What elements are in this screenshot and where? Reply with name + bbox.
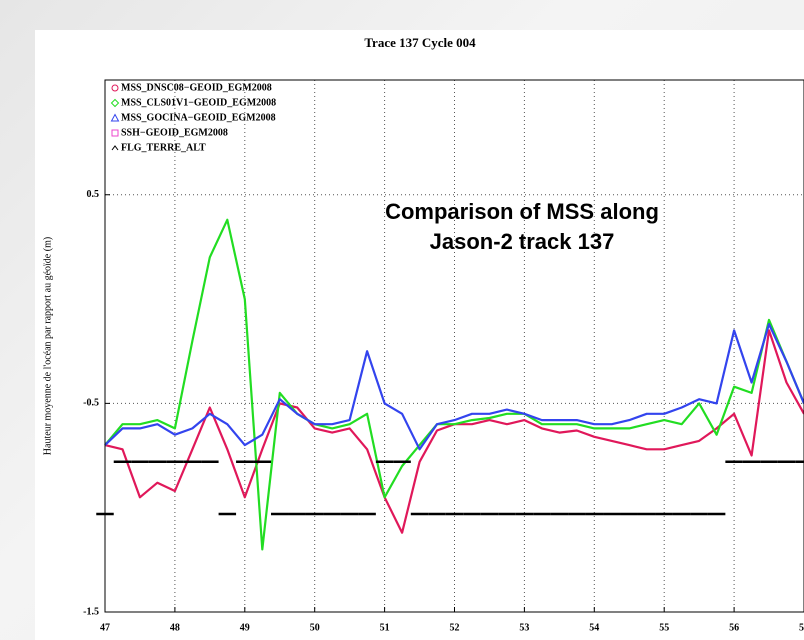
- chart-title: Trace 137 Cycle 004: [364, 35, 476, 50]
- annotation: Jason-2 track 137: [430, 229, 615, 254]
- x-tick-label: 53: [519, 622, 529, 633]
- x-tick-label: 56: [729, 622, 739, 633]
- legend-label: MSS_GOCINA−GEOID_EGM2008: [121, 112, 276, 123]
- y-tick-label: -0.5: [83, 398, 99, 409]
- annotation: Comparison of MSS along: [385, 199, 659, 224]
- x-tick-label: 49: [240, 622, 250, 633]
- x-tick-label: 57: [799, 622, 804, 633]
- x-tick-label: 54: [589, 622, 599, 633]
- x-tick-label: 55: [659, 622, 669, 633]
- legend-marker: [111, 84, 119, 92]
- x-tick-label: 47: [100, 622, 110, 633]
- legend-marker: [111, 145, 119, 151]
- figure-background: [35, 30, 804, 640]
- series-line: [104, 218, 804, 551]
- legend-label: MSS_DNSC08−GEOID_EGM2008: [121, 82, 272, 93]
- x-tick-label: 52: [450, 622, 460, 633]
- legend-label: MSS_CLS01V1−GEOID_EGM2008: [121, 97, 276, 108]
- x-tick-label: 51: [380, 622, 390, 633]
- legend-label: FLG_TERRE_ALT: [121, 142, 206, 153]
- legend-label: SSH−GEOID_EGM2008: [121, 127, 228, 138]
- legend-marker: [111, 129, 119, 137]
- plot-frame: [104, 79, 804, 613]
- y-tick-label: 0.5: [87, 189, 100, 200]
- y-tick-label: -1.5: [83, 606, 99, 617]
- x-tick-label: 50: [310, 622, 320, 633]
- series-line: [104, 323, 804, 451]
- legend-marker: [110, 98, 120, 108]
- x-tick-label: 48: [170, 622, 180, 633]
- legend-marker: [110, 113, 120, 122]
- y-axis-label: Hauteur moyenne de l'océan par rapport a…: [42, 237, 53, 455]
